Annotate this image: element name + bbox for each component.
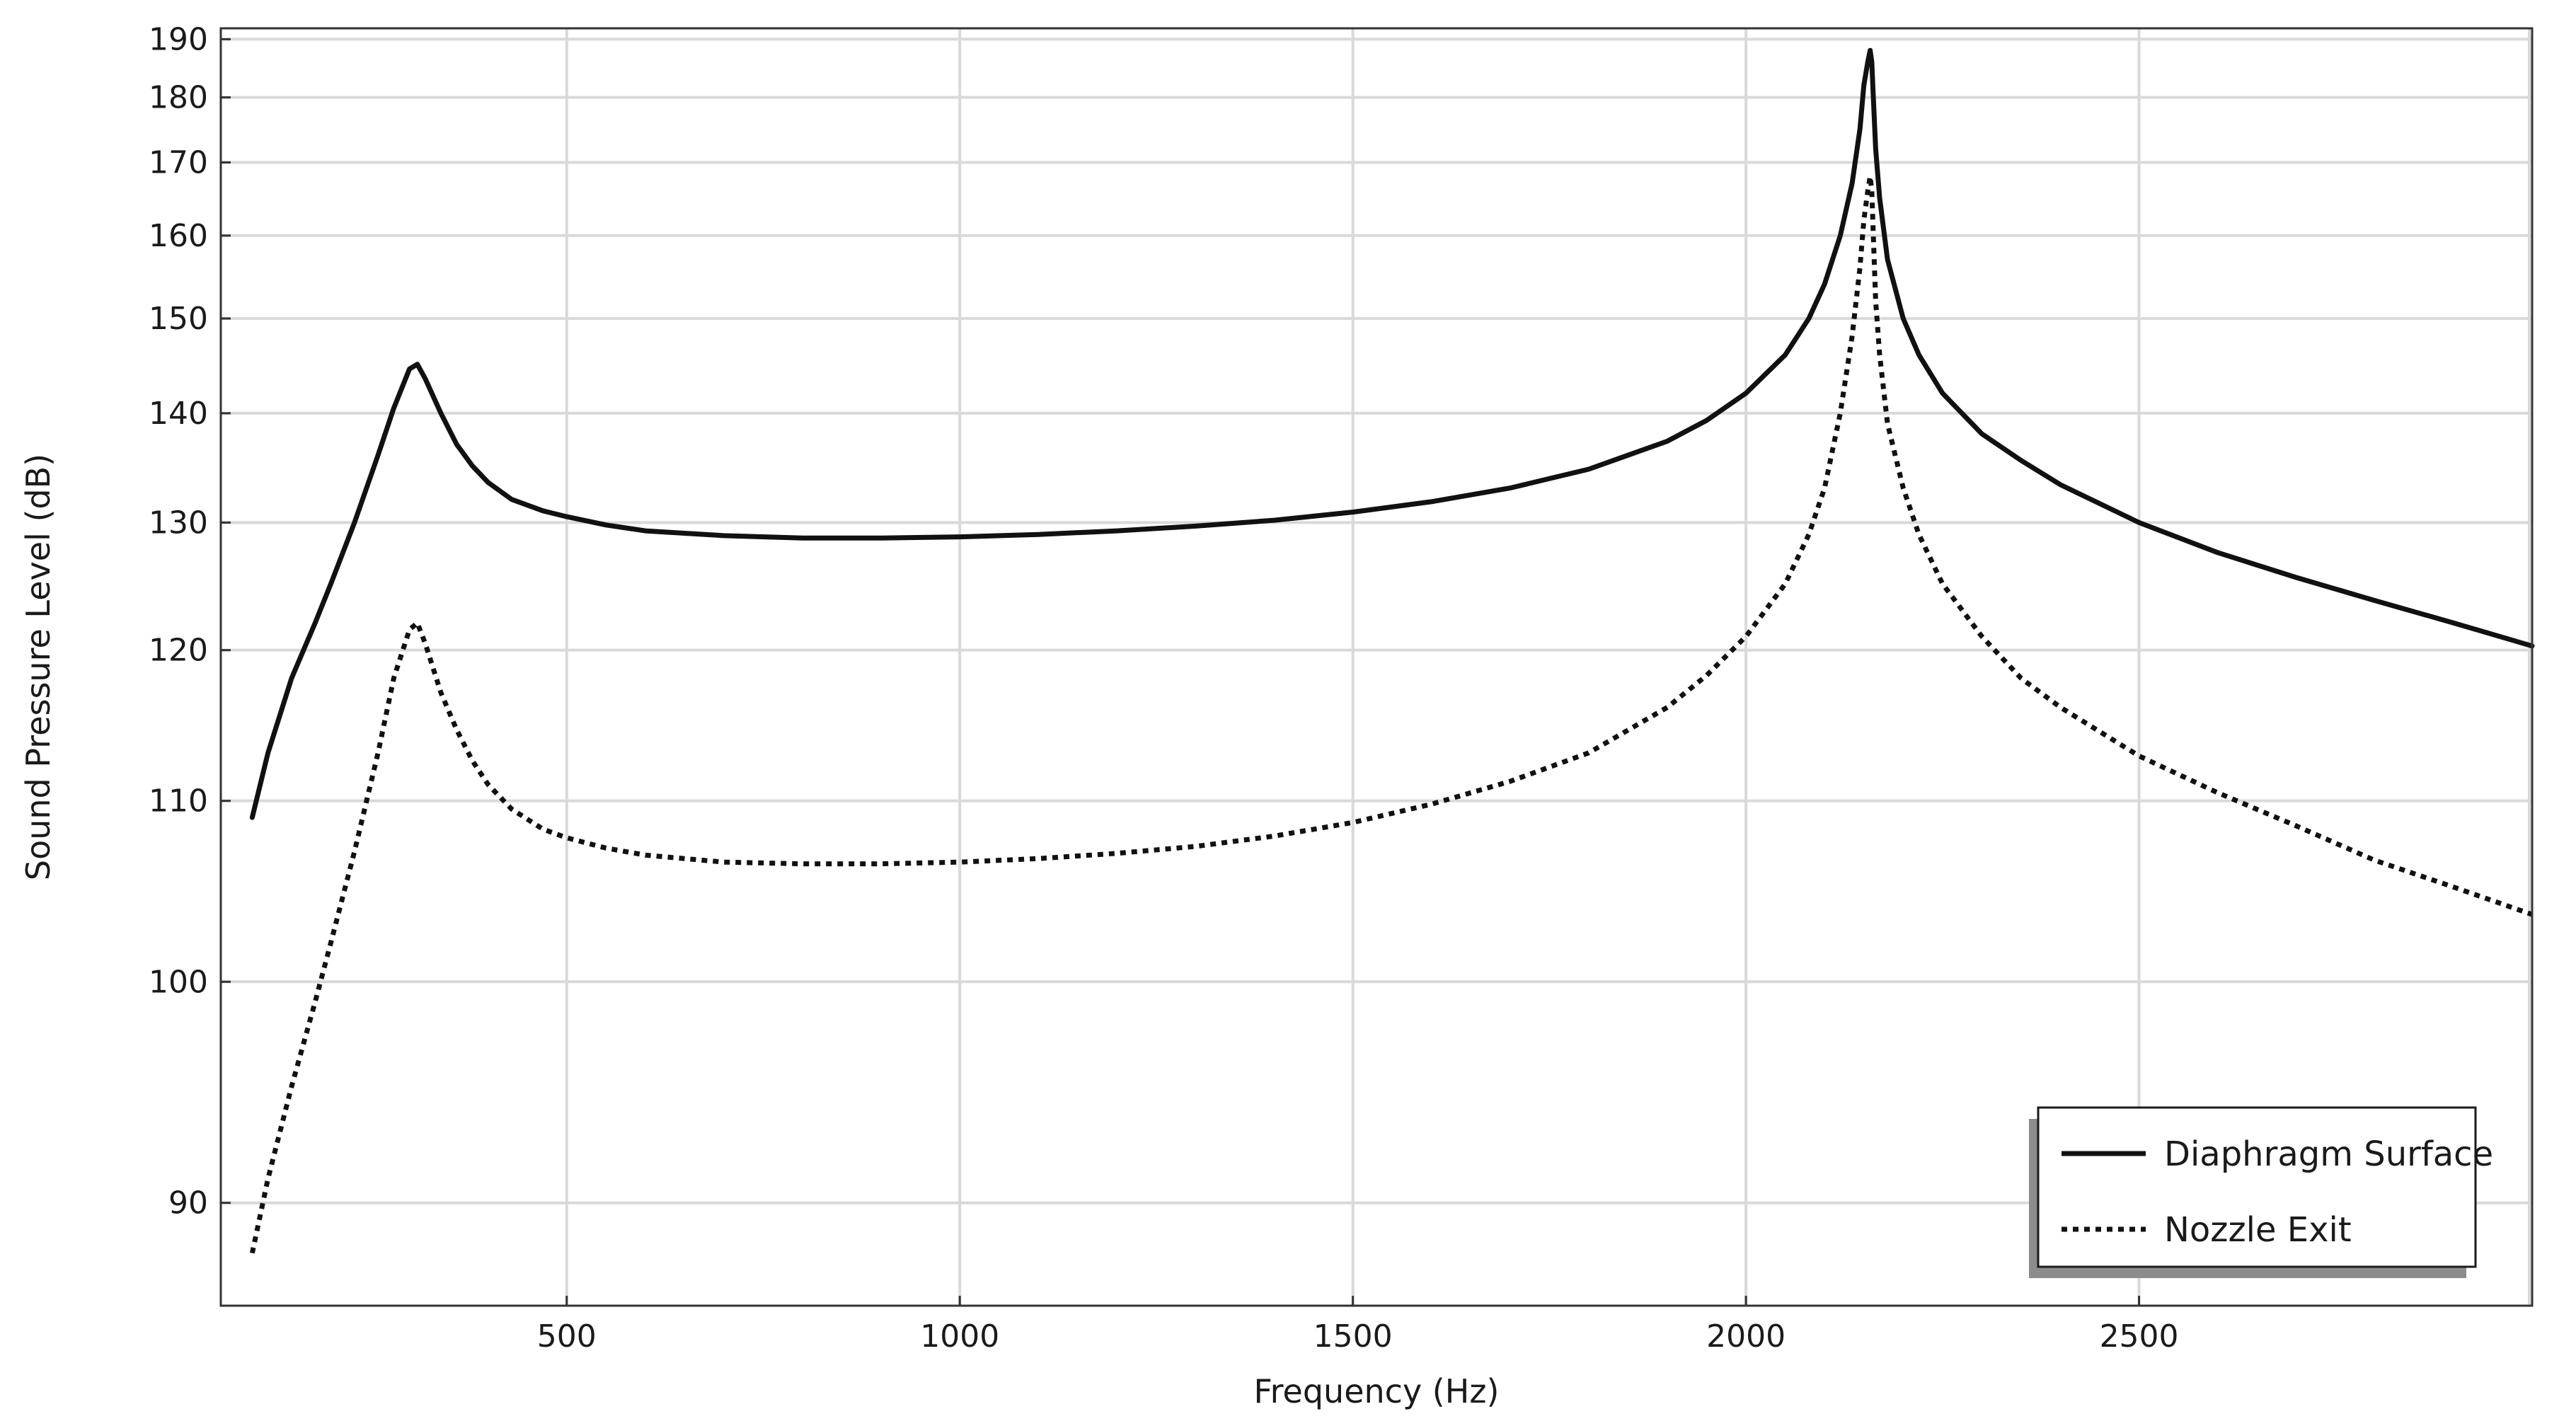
y-tick-label: 90	[168, 1185, 208, 1221]
legend-box	[2037, 1106, 2477, 1268]
legend-label: Nozzle Exit	[2164, 1210, 2352, 1250]
y-tick-label: 180	[149, 80, 208, 116]
x-tick-label: 2500	[2100, 1318, 2179, 1355]
x-axis-title: Frequency (Hz)	[1254, 1372, 1500, 1410]
legend-items: Diaphragm Surface Nozzle Exit	[2062, 1134, 2493, 1250]
x-tick-label: 1500	[1313, 1318, 1393, 1355]
series-layer	[249, 47, 2535, 1254]
x-tick-label: 2000	[1706, 1318, 1786, 1355]
y-tick-label: 160	[149, 218, 208, 254]
legend: Diaphragm Surface Nozzle Exit	[2029, 1106, 2493, 1278]
x-tick-label: 1000	[920, 1318, 999, 1355]
legend-label: Diaphragm Surface	[2164, 1134, 2493, 1174]
y-axis-title: Sound Pressure Level (dB)	[19, 454, 57, 880]
y-tick-label: 190	[149, 21, 208, 57]
x-tick-label: 500	[537, 1318, 597, 1355]
y-tick-label: 130	[149, 505, 208, 541]
x-axis: 500 1000 1500 2000 2500	[537, 1296, 2179, 1355]
y-tick-label: 170	[149, 145, 208, 181]
series-line-nozzle-exit	[249, 173, 2534, 1254]
y-tick-label: 110	[149, 783, 208, 820]
series-line-diaphragm-surface	[249, 47, 2535, 820]
plot-frame	[219, 27, 2534, 1307]
y-tick-label: 150	[149, 301, 208, 337]
y-tick-label: 100	[149, 964, 208, 1000]
y-axis: 90 100 110 120 130 140 150 160 170 180 190	[149, 21, 231, 1221]
y-tick-label: 120	[149, 633, 208, 669]
y-tick-label: 140	[149, 396, 208, 432]
